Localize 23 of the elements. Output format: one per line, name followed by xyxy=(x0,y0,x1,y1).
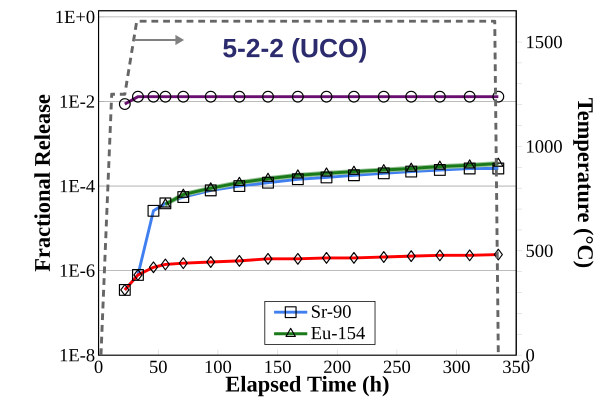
x-tick-label: 100 xyxy=(206,360,232,374)
y-tick-label: 1E-2 xyxy=(60,95,94,108)
x-tick-label: 250 xyxy=(384,360,410,374)
y-tick-label: 1E-6 xyxy=(60,264,95,277)
x-tick-label: 200 xyxy=(324,360,350,374)
legend-label: Sr-90 xyxy=(312,305,351,318)
legend-label: Eu-154 xyxy=(311,326,365,340)
y2-tick-label: 0 xyxy=(526,348,534,362)
y-tick-label: 1E-4 xyxy=(60,180,95,192)
x-tick-label: 0 xyxy=(94,360,102,374)
y2-tick-label: 1500 xyxy=(527,36,562,48)
x-tick-label: 350 xyxy=(503,360,530,374)
y2-tick-label: 500 xyxy=(526,244,553,258)
y-tick-label: 1E+0 xyxy=(56,10,94,24)
x-tick-label: 50 xyxy=(150,360,167,374)
y-axis-title: Fractional Release xyxy=(34,94,50,272)
y-tick-label: 1E-8 xyxy=(60,348,94,362)
annotation: 5-2-2 (UCO) xyxy=(223,38,366,63)
x-axis-title: Elapsed Time (h) xyxy=(226,376,388,396)
x-tick-label: 150 xyxy=(265,360,291,374)
y2-axis-title: Temperature (°C) xyxy=(573,98,594,268)
y2-tick-label: 1000 xyxy=(527,140,562,153)
x-tick-label: 300 xyxy=(444,360,470,374)
